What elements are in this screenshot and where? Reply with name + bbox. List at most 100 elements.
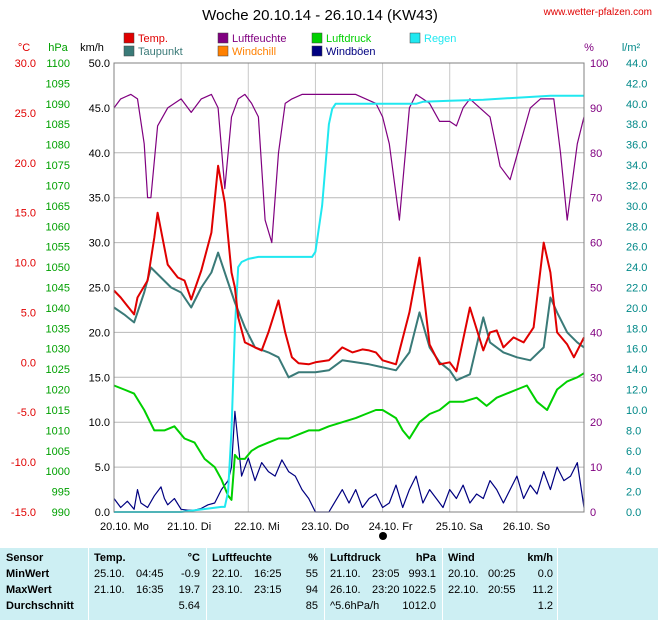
temp-tick-label: -10.0 xyxy=(11,457,36,469)
pressure-tick-label: 1005 xyxy=(46,446,70,458)
x-day-label: 26.10. So xyxy=(503,521,550,533)
wind-tick-label: 20.0 xyxy=(89,327,110,339)
rain-unit-label: l/m² xyxy=(622,42,641,54)
stats-value: 85 xyxy=(305,600,318,612)
stats-date: 21.10. xyxy=(330,568,361,580)
chart-grid xyxy=(114,63,584,512)
series-line-regen xyxy=(114,94,584,513)
legend-item: Regen xyxy=(409,32,456,45)
legend-swatch xyxy=(217,32,229,44)
series-line-luftdruck xyxy=(113,372,585,501)
temp-tick-label: -15.0 xyxy=(11,507,36,519)
rain-tick-label: 24.0 xyxy=(626,262,647,274)
stats-header-humidity: Luftfeuchte xyxy=(212,552,272,564)
rain-tick-label: 10.0 xyxy=(626,405,647,417)
temp-tick-label: 10.0 xyxy=(15,258,36,270)
stats-date: 23.10. xyxy=(212,584,243,596)
stats-row-label: MaxWert xyxy=(6,584,52,596)
stats-value: 55 xyxy=(305,568,318,580)
wind-tick-label: 5.0 xyxy=(95,462,110,474)
temp-tick-label: 30.0 xyxy=(15,58,36,70)
stats-value: 1.2 xyxy=(537,600,553,612)
rain-tick-label: 30.0 xyxy=(626,201,647,213)
stats-row-label: Durchschnitt xyxy=(6,600,74,612)
humidity-tick-label: 40 xyxy=(590,327,602,339)
stats-pressure-trend: ^5.6hPa/h xyxy=(330,600,380,612)
chart-series xyxy=(113,93,585,513)
temp-tick-label: -5.0 xyxy=(17,407,36,419)
site-link[interactable]: www.wetter-pfalzen.com xyxy=(543,7,652,18)
rain-tick-label: 8.0 xyxy=(626,425,641,437)
stats-header-sensor: Sensor xyxy=(6,552,44,564)
wind-tick-label: 0.0 xyxy=(95,507,110,519)
x-day-label: 23.10. Do xyxy=(301,521,349,533)
stats-time: 04:45 xyxy=(136,568,164,580)
rain-tick-label: 34.0 xyxy=(626,160,647,172)
humidity-tick-label: 80 xyxy=(590,148,602,160)
pressure-tick-label: 1045 xyxy=(46,283,70,295)
rain-tick-label: 28.0 xyxy=(626,221,647,233)
rain-tick-label: 38.0 xyxy=(626,119,647,131)
pressure-tick-label: 1020 xyxy=(46,385,70,397)
series-line-temp xyxy=(113,164,585,373)
stats-header-temp: Temp. xyxy=(94,552,126,564)
legend-label: Windchill xyxy=(232,46,276,58)
plot-frame xyxy=(113,62,585,513)
stats-time: 16:35 xyxy=(136,584,164,596)
pressure-tick-label: 1100 xyxy=(46,58,70,70)
rain-tick-label: 22.0 xyxy=(626,283,647,295)
wind-tick-label: 45.0 xyxy=(89,103,110,115)
humidity-tick-label: 90 xyxy=(590,103,602,115)
weather-chart: Woche 20.10.14 - 26.10.14 (KW43) www.wet… xyxy=(11,7,652,540)
rain-tick-label: 44.0 xyxy=(626,58,647,70)
stats-time: 23:20 xyxy=(372,584,400,596)
pressure-tick-label: 1010 xyxy=(46,425,70,437)
series-line-luftfeuchte xyxy=(113,93,585,244)
rain-tick-label: 32.0 xyxy=(626,180,647,192)
legend-item: Taupunkt xyxy=(123,45,183,58)
stats-time: 20:55 xyxy=(488,584,516,596)
rain-tick-label: 20.0 xyxy=(626,303,647,315)
pressure-tick-label: 1015 xyxy=(46,405,70,417)
temp-unit-label: °C xyxy=(18,42,30,54)
stats-row-average: Durchschnitt 5.64 85 ^5.6hPa/h 1012.0 1.… xyxy=(0,600,658,615)
wind-unit-label: km/h xyxy=(80,42,104,54)
stats-header-humidity-unit: % xyxy=(308,552,318,564)
legend-label: Regen xyxy=(424,33,456,45)
pressure-tick-label: 1070 xyxy=(46,180,70,192)
pressure-tick-label: 1080 xyxy=(46,140,70,152)
stats-value: 5.64 xyxy=(178,600,200,612)
stats-value: 19.7 xyxy=(178,584,200,596)
legend-item: Temp. xyxy=(123,32,168,45)
x-day-label: 25.10. Sa xyxy=(436,521,484,533)
wind-tick-label: 15.0 xyxy=(89,372,110,384)
pressure-tick-label: 1050 xyxy=(46,262,70,274)
stats-value: 1012.0 xyxy=(402,600,436,612)
pressure-tick-label: 1090 xyxy=(46,99,70,111)
stats-date: 20.10. xyxy=(448,568,479,580)
x-day-label: 20.10. Mo xyxy=(100,521,149,533)
stats-value: -0.9 xyxy=(181,568,200,580)
humidity-tick-label: 70 xyxy=(590,193,602,205)
rain-tick-label: 12.0 xyxy=(626,385,647,397)
pressure-tick-label: 1040 xyxy=(46,303,70,315)
pressure-tick-label: 1060 xyxy=(46,221,70,233)
legend-label: Luftfeuchte xyxy=(232,33,286,45)
stats-value: 0.0 xyxy=(537,568,553,580)
stats-date: 26.10. xyxy=(330,584,361,596)
temp-tick-label: 15.0 xyxy=(15,208,36,220)
humidity-tick-label: 60 xyxy=(590,238,602,250)
rain-tick-label: 0.0 xyxy=(626,507,641,519)
stats-value: 11.2 xyxy=(532,584,553,596)
wind-tick-label: 50.0 xyxy=(89,58,110,70)
legend-label: Temp. xyxy=(138,33,168,45)
wind-tick-label: 40.0 xyxy=(89,148,110,160)
temp-tick-label: 20.0 xyxy=(15,158,36,170)
x-day-label: 21.10. Di xyxy=(167,521,211,533)
stats-header-temp-unit: °C xyxy=(187,552,200,564)
rain-tick-label: 16.0 xyxy=(626,344,647,356)
rain-tick-label: 42.0 xyxy=(626,78,647,90)
stats-row-min: MinWert 25.10. 04:45 -0.9 22.10. 16:25 5… xyxy=(0,568,658,583)
stats-value: 993.1 xyxy=(408,568,436,580)
pressure-tick-label: 1000 xyxy=(46,466,70,478)
